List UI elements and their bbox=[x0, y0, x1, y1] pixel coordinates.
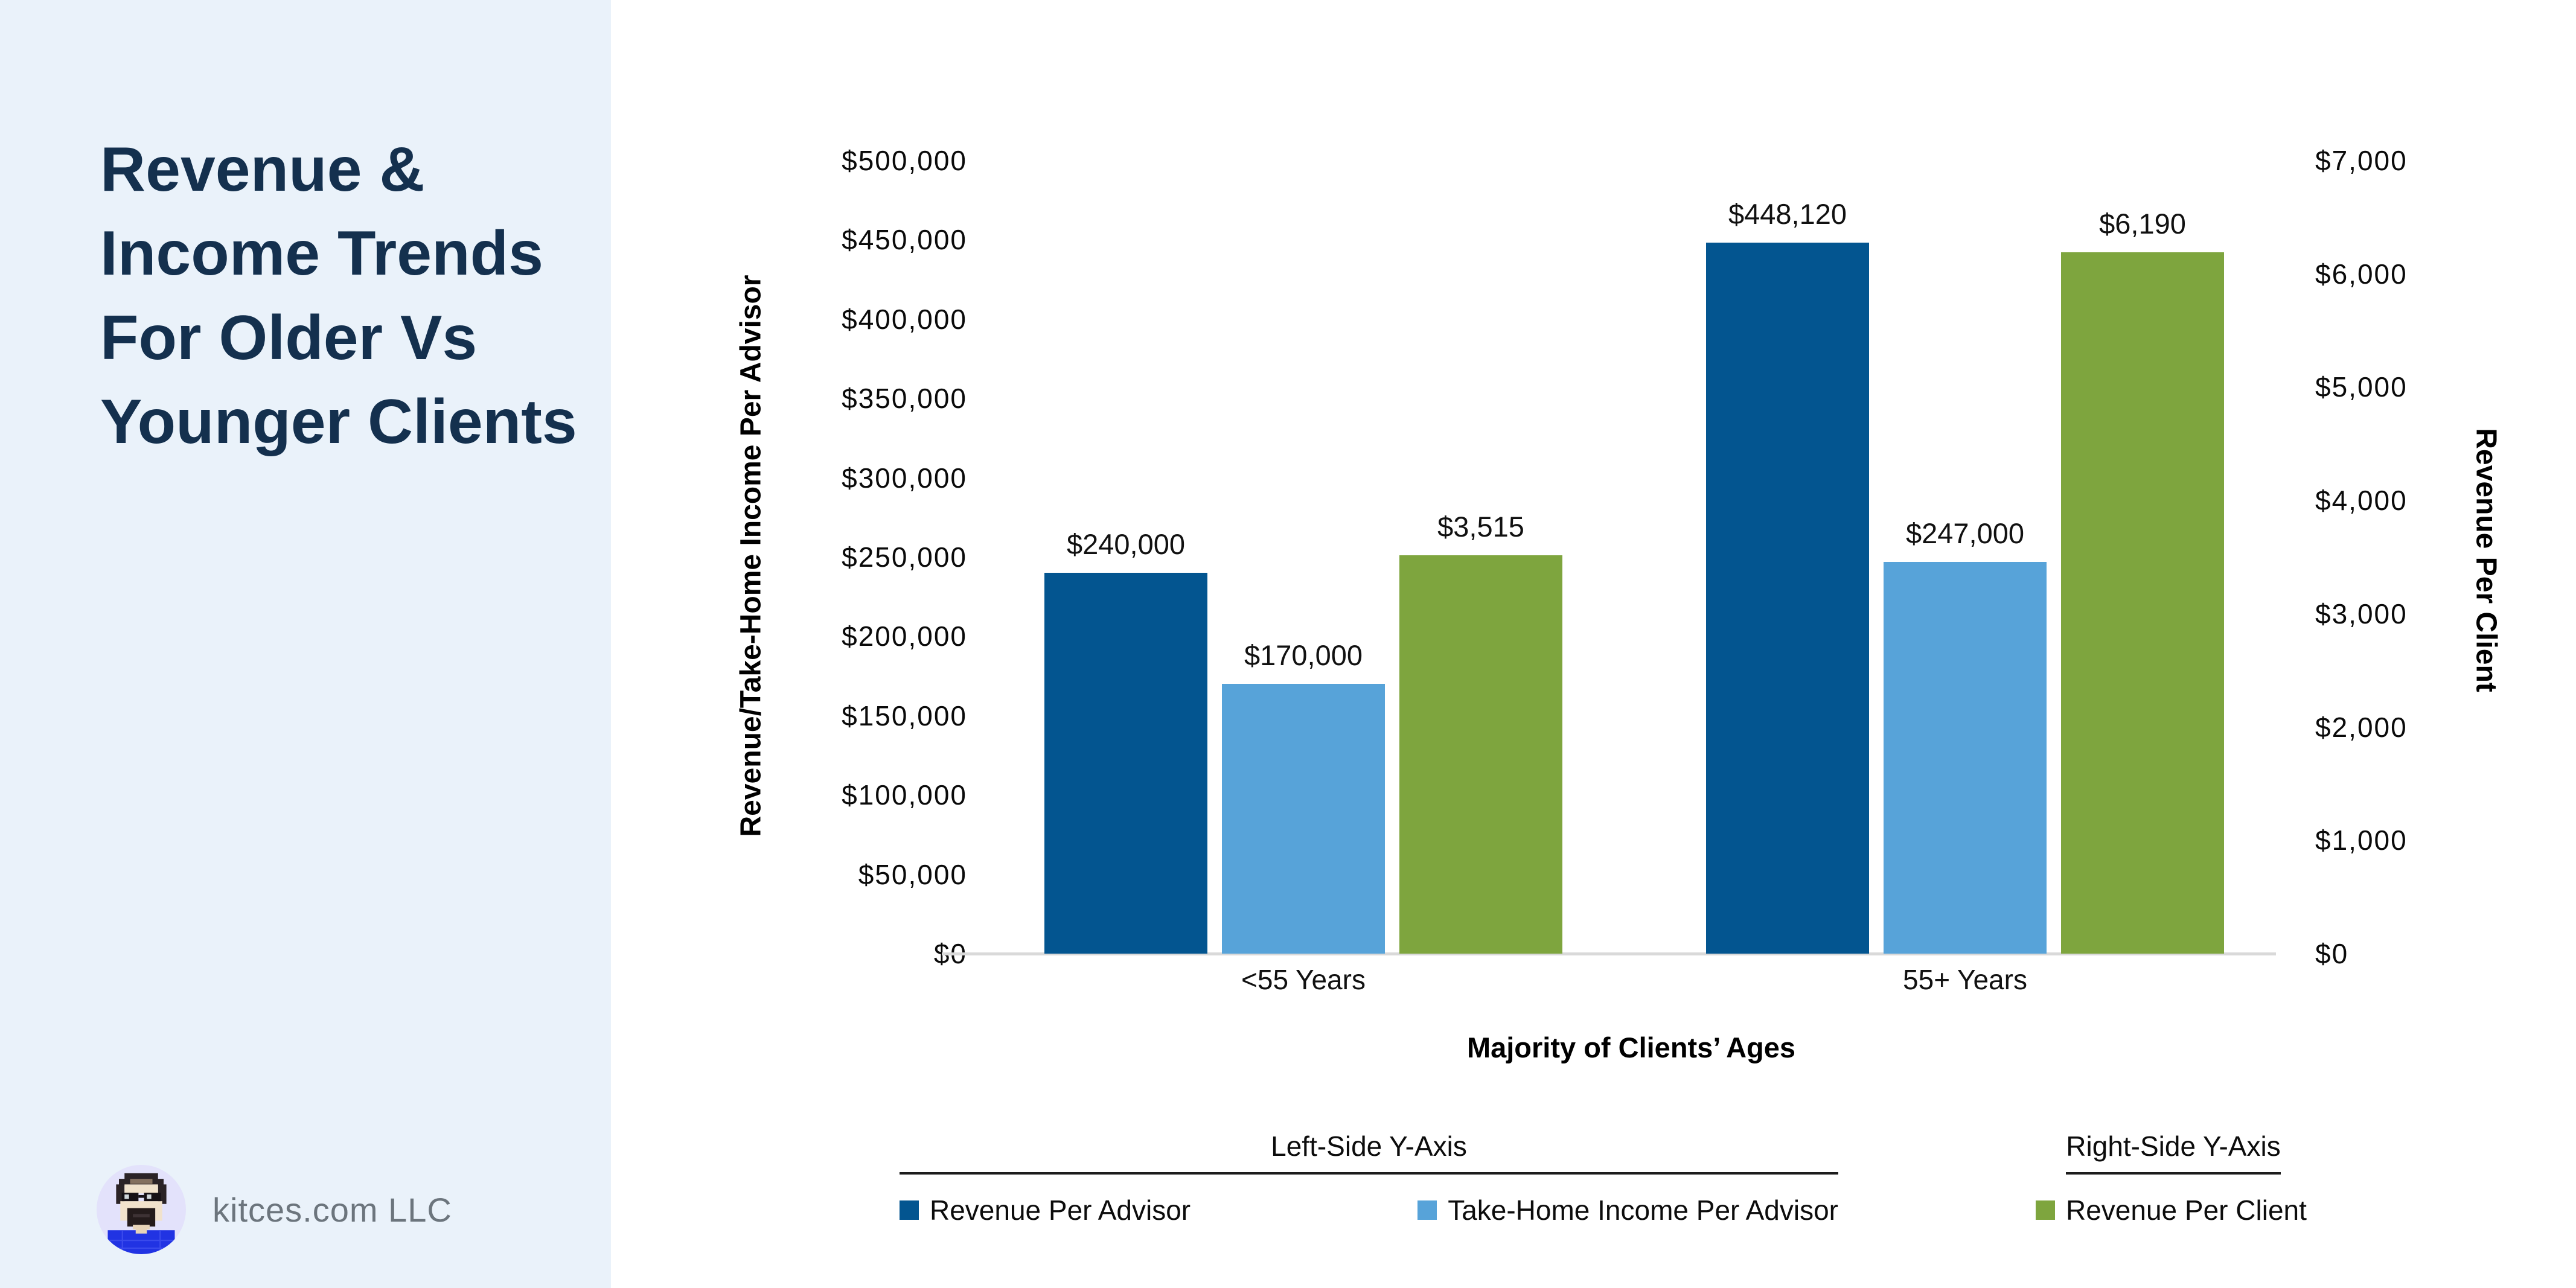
legend-swatch-revenue-per-client bbox=[2036, 1200, 2055, 1220]
y-tick-label: $250,000 bbox=[842, 541, 967, 573]
right-axis-ticks: $0 $1,000 $2,000 $3,000 $4,000 $5,000 $6,000 $7… bbox=[2315, 145, 2569, 969]
legend-item-revenue-per-client: Revenue Per Client bbox=[2036, 1194, 2307, 1226]
y-tick-label: $6,000 bbox=[2315, 258, 2408, 290]
legend-item-revenue-per-advisor: Revenue Per Advisor bbox=[900, 1194, 1191, 1226]
legend-label: Revenue Per Client bbox=[2066, 1194, 2307, 1226]
bar-value-label: $247,000 bbox=[1905, 517, 2025, 549]
x-tick-label: 55+ Years bbox=[1903, 964, 2027, 995]
legend-item-take-home-income: Take-Home Income Per Advisor bbox=[1417, 1194, 1838, 1226]
y-tick-label: $0 bbox=[2315, 938, 2349, 969]
sidebar bbox=[0, 0, 611, 1288]
bar-revenue-per-advisor-0 bbox=[1044, 573, 1207, 954]
y-tick-label: $300,000 bbox=[842, 462, 967, 494]
legend-left-items: Revenue Per Advisor Take-Home Income Per… bbox=[900, 1194, 1838, 1226]
y-tick-label: $150,000 bbox=[842, 700, 967, 732]
y-tick-label: $400,000 bbox=[842, 303, 967, 335]
legend-right-title: Right-Side Y-Axis bbox=[2066, 1130, 2281, 1175]
bar-revenue-per-advisor-1 bbox=[1706, 243, 1869, 954]
brand-text: kitces.com LLC bbox=[213, 1190, 452, 1229]
plot-area: Majority of Clients’ Ages <55 Years $240,… bbox=[987, 161, 2275, 1063]
y-tick-label: $4,000 bbox=[2315, 485, 2408, 517]
legend-label: Take-Home Income Per Advisor bbox=[1448, 1194, 1838, 1226]
brand-logo: kitces.com LLC bbox=[97, 1165, 452, 1254]
y-tick-label: $350,000 bbox=[842, 383, 967, 415]
legend-right-items: Revenue Per Client bbox=[2028, 1194, 2318, 1226]
y-tick-label: $2,000 bbox=[2315, 711, 2408, 743]
y-tick-label: $1,000 bbox=[2315, 824, 2408, 856]
bar-take-home-income-per-advisor-1 bbox=[1884, 561, 2047, 954]
left-axis-ticks: $0 $50,000 $100,000 $150,000 $200,000 $250,00… bbox=[738, 145, 967, 969]
bar-value-label: $3,515 bbox=[1437, 511, 1524, 543]
bar-revenue-per-client-1 bbox=[2061, 252, 2224, 954]
y-tick-label: $500,000 bbox=[842, 145, 967, 176]
y-tick-label: $50,000 bbox=[858, 858, 967, 890]
legend-swatch-revenue-per-advisor bbox=[900, 1200, 919, 1220]
x-tick-label: <55 Years bbox=[1241, 964, 1366, 995]
x-axis-title: Majority of Clients’ Ages bbox=[1466, 1031, 1796, 1063]
y-tick-label: $3,000 bbox=[2315, 598, 2408, 630]
bar-value-label: $170,000 bbox=[1244, 639, 1363, 672]
bar-take-home-income-per-advisor-0 bbox=[1222, 684, 1385, 954]
y-tick-label: $450,000 bbox=[842, 224, 967, 256]
legend-swatch-take-home-income bbox=[1417, 1200, 1437, 1220]
y-tick-label: $0 bbox=[933, 938, 967, 969]
bar-value-label: $240,000 bbox=[1066, 528, 1186, 561]
legend-left-group: Left-Side Y-Axis Revenue Per Advisor Tak… bbox=[900, 1130, 1838, 1226]
legend-right-group: Right-Side Y-Axis Revenue Per Client bbox=[2028, 1130, 2318, 1226]
page-title: Revenue & Income Trends For Older Vs You… bbox=[100, 135, 577, 457]
y-tick-label: $5,000 bbox=[2315, 371, 2408, 403]
bar-revenue-per-client-0 bbox=[1399, 555, 1562, 954]
kitces-avatar-icon bbox=[97, 1165, 186, 1254]
bar-value-label: $6,190 bbox=[2099, 208, 2186, 240]
y-tick-label: $7,000 bbox=[2315, 145, 2408, 176]
y-tick-label: $200,000 bbox=[842, 620, 967, 652]
bar-value-label: $448,120 bbox=[1728, 198, 1847, 231]
legend-left-title: Left-Side Y-Axis bbox=[900, 1130, 1838, 1175]
legend-label: Revenue Per Advisor bbox=[930, 1194, 1191, 1226]
y-tick-label: $100,000 bbox=[842, 779, 967, 811]
x-axis-baseline bbox=[942, 952, 2276, 955]
